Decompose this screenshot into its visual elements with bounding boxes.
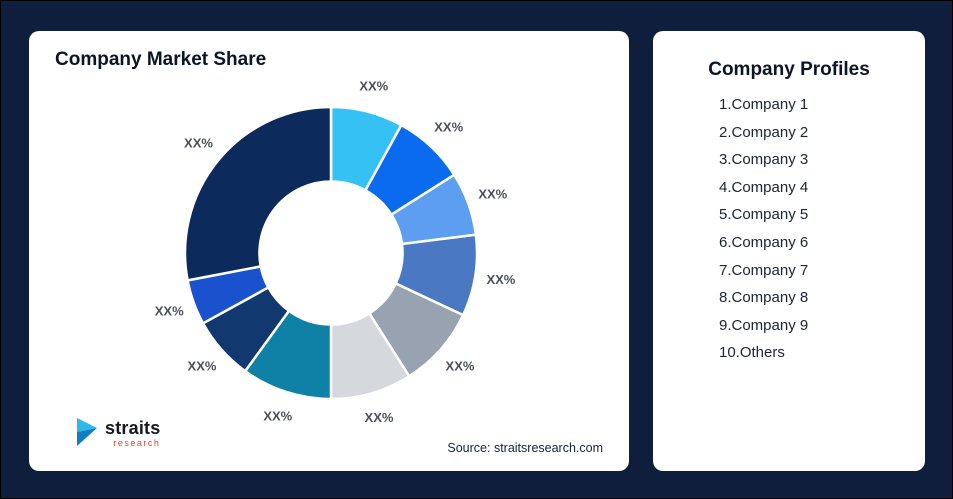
company-profile-item-5: 5.Company 5 bbox=[719, 206, 809, 224]
company-profile-item-4: 4.Company 4 bbox=[719, 178, 809, 196]
market-share-donut: XX% XX% XX% XX% XX% XX% XX% XX% XX% XX% bbox=[155, 78, 516, 425]
slice-label-10: XX% bbox=[184, 135, 213, 150]
company-profiles-card: Company Profiles 1.Company 1 2.Company 2 3… bbox=[653, 31, 925, 471]
company-profiles-list: 1.Company 1 2.Company 2 3.Company 3 4.Compa… bbox=[653, 91, 925, 367]
logo-text: straits research bbox=[105, 419, 160, 448]
straits-research-logo-icon bbox=[77, 418, 97, 446]
slice-label-5: XX% bbox=[446, 359, 475, 374]
slice-label-6: XX% bbox=[365, 410, 394, 425]
slice-label-9: XX% bbox=[155, 303, 184, 318]
company-profile-item-1: 1.Company 1 bbox=[719, 96, 809, 113]
company-profile-item-8: 8.Company 8 bbox=[719, 289, 809, 307]
profiles-title: Company Profiles bbox=[708, 59, 870, 80]
company-profile-item-3: 3.Company 3 bbox=[719, 151, 809, 169]
donut-slice-10 bbox=[183, 105, 333, 282]
slice-label-2: XX% bbox=[434, 120, 463, 135]
source-attribution: Source: straitsresearch.com bbox=[447, 441, 603, 455]
company-profile-item-10: 10.Others bbox=[719, 344, 785, 362]
company-profile-item-7: 7.Company 7 bbox=[719, 261, 809, 279]
logo-subtitle: research bbox=[113, 437, 161, 448]
company-profile-item-6: 6.Company 6 bbox=[719, 233, 809, 251]
company-profile-item-9: 9.Company 9 bbox=[719, 316, 809, 334]
market-share-card: Company Market Share XX% XX% XX% XX% XX% XX% X… bbox=[29, 31, 629, 471]
company-profile-item-2: 2.Company 2 bbox=[719, 123, 809, 141]
slice-label-7: XX% bbox=[263, 409, 292, 424]
slice-label-4: XX% bbox=[486, 272, 515, 287]
straits-research-logo: straits research bbox=[75, 417, 160, 449]
logo-name: straits bbox=[105, 417, 161, 438]
chart-title: Company Market Share bbox=[55, 49, 267, 70]
slice-label-3: XX% bbox=[478, 187, 507, 202]
slice-label-8: XX% bbox=[188, 359, 217, 374]
slice-label-1: XX% bbox=[359, 78, 388, 93]
